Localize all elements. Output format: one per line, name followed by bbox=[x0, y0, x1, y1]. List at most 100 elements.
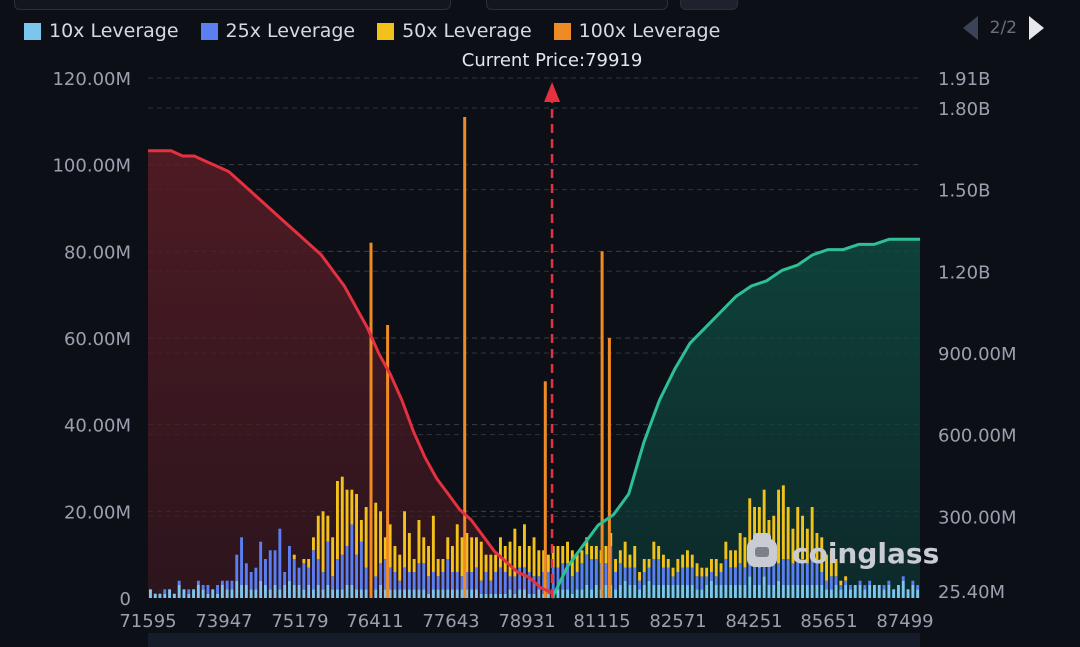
bar-25x bbox=[216, 585, 219, 594]
bar-10x bbox=[844, 585, 848, 598]
chart-scroll-bar[interactable] bbox=[148, 633, 920, 647]
triangle-left-icon[interactable] bbox=[962, 16, 978, 40]
bar-25x bbox=[288, 546, 291, 581]
bar-10x bbox=[302, 589, 306, 598]
bar-50x bbox=[815, 533, 819, 564]
bar-25x bbox=[225, 580, 229, 590]
bar-10x bbox=[441, 589, 445, 598]
chart-legend: 10x Leverage 25x Leverage 50x Leverage 1… bbox=[24, 18, 720, 44]
triangle-right-icon[interactable] bbox=[1029, 16, 1044, 40]
bar-50x bbox=[642, 559, 646, 572]
y-right-tick-label: 25.40M bbox=[938, 582, 1005, 603]
bar-10x bbox=[168, 589, 171, 598]
bar-10x bbox=[412, 589, 416, 598]
bar-25x bbox=[911, 580, 915, 585]
bar-25x bbox=[527, 572, 531, 594]
bar-50x bbox=[336, 481, 339, 559]
bar-10x bbox=[220, 585, 224, 598]
bar-25x bbox=[316, 559, 320, 585]
bar-10x bbox=[877, 585, 881, 598]
bar-50x bbox=[791, 528, 795, 564]
bar-25x bbox=[479, 580, 483, 594]
top-tab-1[interactable] bbox=[14, 0, 451, 10]
bar-10x bbox=[633, 585, 637, 598]
bar-50x bbox=[551, 546, 555, 568]
bar-50x bbox=[690, 554, 694, 568]
bar-10x bbox=[748, 576, 752, 598]
bar-25x bbox=[355, 554, 358, 590]
bar-50x bbox=[777, 489, 780, 564]
bar-25x bbox=[523, 567, 526, 590]
bar-25x bbox=[575, 572, 579, 590]
bar-10x bbox=[542, 593, 546, 598]
bar-25x bbox=[710, 572, 713, 581]
bar-25x bbox=[729, 567, 733, 585]
bar-10x bbox=[216, 593, 219, 598]
legend-swatch-50x bbox=[377, 22, 395, 40]
bar-10x bbox=[407, 589, 411, 598]
bar-10x bbox=[647, 580, 651, 598]
bar-50x bbox=[316, 515, 320, 559]
bar-10x bbox=[714, 585, 718, 598]
bar-50x bbox=[585, 537, 589, 555]
y-left-tick-label: 40.00M bbox=[64, 416, 131, 437]
bar-10x bbox=[762, 576, 766, 598]
bar-25x bbox=[772, 559, 776, 585]
bar-25x bbox=[235, 554, 239, 581]
bar-25x bbox=[422, 563, 426, 590]
bar-25x bbox=[436, 576, 440, 590]
bar-25x bbox=[839, 585, 843, 590]
bar-10x bbox=[566, 589, 569, 598]
bar-50x bbox=[383, 537, 387, 559]
bar-10x bbox=[163, 593, 167, 598]
bar-10x bbox=[580, 589, 584, 598]
bar-50x bbox=[710, 559, 713, 572]
bar-25x bbox=[700, 576, 704, 590]
legend-item-100x[interactable]: 100x Leverage bbox=[553, 20, 720, 42]
legend-item-10x[interactable]: 10x Leverage bbox=[24, 20, 179, 42]
bar-25x bbox=[686, 567, 689, 585]
bar-25x bbox=[374, 576, 378, 590]
bar-50x bbox=[537, 550, 541, 577]
top-tab-3[interactable] bbox=[680, 0, 738, 10]
bar-10x bbox=[455, 589, 459, 598]
bar-50x bbox=[345, 489, 349, 546]
bar-25x bbox=[810, 559, 814, 585]
bar-25x bbox=[585, 554, 589, 585]
bar-25x bbox=[863, 585, 867, 590]
bar-25x bbox=[734, 567, 737, 585]
bar-10x bbox=[849, 589, 852, 598]
bar-10x bbox=[729, 585, 733, 598]
legend-item-50x[interactable]: 50x Leverage bbox=[377, 20, 532, 42]
bar-10x bbox=[264, 585, 267, 598]
bar-10x bbox=[781, 585, 785, 598]
x-tick-label: 75179 bbox=[271, 611, 328, 632]
bar-25x bbox=[499, 567, 502, 594]
bar-50x bbox=[647, 559, 651, 568]
bar-10x bbox=[882, 589, 886, 598]
y-right-tick-label: 600.00M bbox=[938, 426, 1017, 447]
bar-50x bbox=[714, 559, 718, 577]
bar-10x bbox=[230, 589, 234, 598]
bar-25x bbox=[805, 563, 809, 585]
bar-10x bbox=[211, 589, 215, 598]
bar-25x bbox=[220, 580, 224, 585]
bar-25x bbox=[240, 537, 243, 585]
legend-item-25x[interactable]: 25x Leverage bbox=[200, 20, 355, 42]
bar-10x bbox=[465, 589, 469, 598]
bar-25x bbox=[393, 572, 397, 590]
x-tick-label: 78931 bbox=[498, 611, 555, 632]
legend-pager: 2/2 bbox=[962, 16, 1044, 40]
bar-10x bbox=[417, 589, 421, 598]
bar-50x bbox=[575, 554, 579, 572]
top-tab-2[interactable] bbox=[486, 0, 668, 10]
bar-25x bbox=[546, 572, 550, 594]
y-right-tick-label: 900.00M bbox=[938, 344, 1017, 365]
bar-50x bbox=[796, 507, 800, 559]
bar-50x bbox=[355, 494, 358, 555]
bar-10x bbox=[393, 589, 397, 598]
bar-25x bbox=[359, 541, 363, 590]
bar-100x bbox=[607, 338, 611, 598]
bar-10x bbox=[829, 589, 833, 598]
